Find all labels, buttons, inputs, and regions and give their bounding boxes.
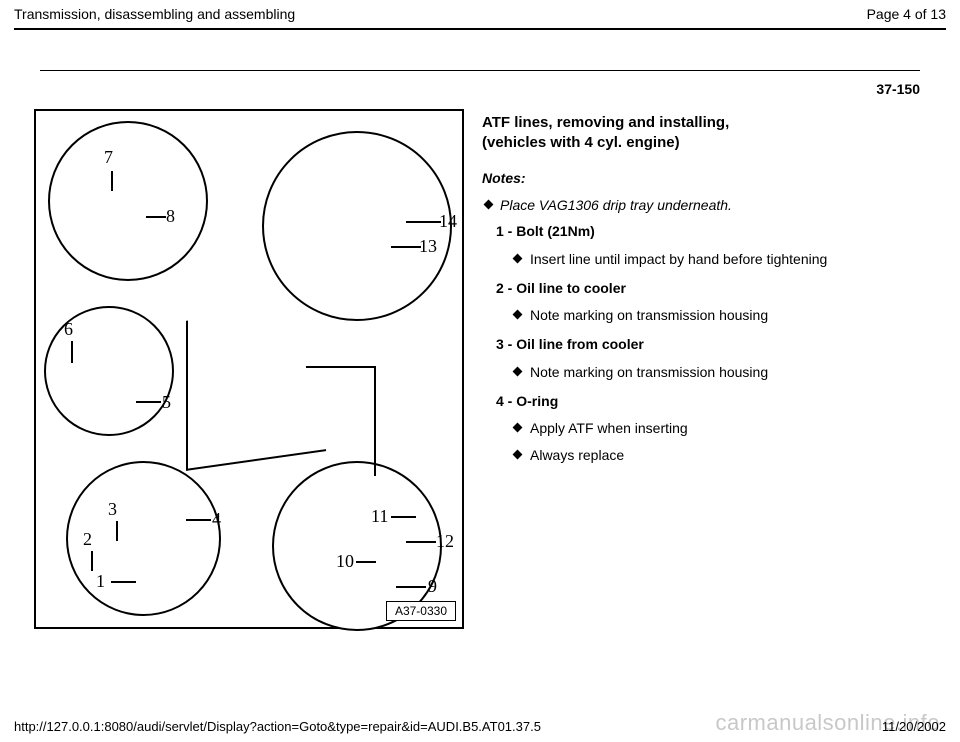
callout-11: 11 xyxy=(371,506,388,527)
item-sep: - xyxy=(504,280,516,296)
sub-item: Note marking on transmission housing xyxy=(514,363,926,382)
callout-1: 1 xyxy=(96,571,105,592)
detail-circle-top-left xyxy=(48,121,208,281)
notes-list: Place VAG1306 drip tray underneath. xyxy=(482,196,926,215)
lead-8 xyxy=(146,216,166,218)
lead-13 xyxy=(391,246,421,248)
item-num: 4 xyxy=(496,393,504,409)
callout-12: 12 xyxy=(436,531,454,552)
heading-line-1: ATF lines, removing and installing, xyxy=(482,114,729,131)
sub-item: Insert line until impact by hand before … xyxy=(514,250,926,269)
lead-12 xyxy=(406,541,436,543)
callout-2: 2 xyxy=(83,529,92,550)
item-sep: - xyxy=(504,223,516,239)
callout-8: 8 xyxy=(166,206,175,227)
item-label: Oil line from cooler xyxy=(516,336,644,352)
item-sep: - xyxy=(504,393,516,409)
item-label: Bolt (21Nm) xyxy=(516,223,595,239)
page-indicator: Page 4 of 13 xyxy=(867,6,946,22)
lead-10 xyxy=(356,561,376,563)
lead-1 xyxy=(111,581,136,583)
lead-2 xyxy=(91,551,93,571)
item-head: 2 - Oil line to cooler xyxy=(496,279,926,299)
callout-10: 10 xyxy=(336,551,354,572)
lead-7 xyxy=(111,171,113,191)
callout-3: 3 xyxy=(108,499,117,520)
callout-9: 9 xyxy=(428,576,437,597)
callout-14: 14 xyxy=(439,211,457,232)
main-content: 7 8 14 13 6 5 3 4 2 1 11 12 10 9 A37-033… xyxy=(0,97,960,629)
sub-item: Always replace xyxy=(514,446,926,465)
item-1: 1 - Bolt (21Nm) Insert line until impact… xyxy=(496,222,926,268)
callout-13: 13 xyxy=(419,236,437,257)
lead-3 xyxy=(116,521,118,541)
item-num: 3 xyxy=(496,336,504,352)
item-head: 4 - O-ring xyxy=(496,392,926,412)
notes-label: Notes: xyxy=(482,170,926,186)
item-num: 1 xyxy=(496,223,504,239)
page-footer: http://127.0.0.1:8080/audi/servlet/Displ… xyxy=(14,719,946,734)
lead-9 xyxy=(396,586,426,588)
figure-ref: A37-0330 xyxy=(386,601,456,621)
section-heading: ATF lines, removing and installing, (veh… xyxy=(482,113,926,154)
item-num: 2 xyxy=(496,280,504,296)
page-header: Transmission, disassembling and assembli… xyxy=(0,0,960,26)
technical-figure: 7 8 14 13 6 5 3 4 2 1 11 12 10 9 A37-033… xyxy=(34,109,464,629)
callout-6: 6 xyxy=(64,319,73,340)
item-label: O-ring xyxy=(516,393,558,409)
engine-outline-2 xyxy=(306,366,376,476)
sub-list: Insert line until impact by hand before … xyxy=(496,250,926,269)
header-title: Transmission, disassembling and assembli… xyxy=(14,6,295,22)
detail-circle-top-right xyxy=(262,131,452,321)
item-list: 1 - Bolt (21Nm) Insert line until impact… xyxy=(482,222,926,465)
footer-date: 11/20/2002 xyxy=(882,719,946,734)
item-2: 2 - Oil line to cooler Note marking on t… xyxy=(496,279,926,325)
header-rule xyxy=(14,28,946,30)
callout-5: 5 xyxy=(162,392,171,413)
callout-4: 4 xyxy=(212,509,221,530)
item-label: Oil line to cooler xyxy=(516,280,626,296)
lead-14 xyxy=(406,221,441,223)
item-sep: - xyxy=(504,336,516,352)
item-3: 3 - Oil line from cooler Note marking on… xyxy=(496,335,926,381)
note-item: Place VAG1306 drip tray underneath. xyxy=(482,196,926,215)
sub-item: Apply ATF when inserting xyxy=(514,419,926,438)
sub-list: Apply ATF when inserting Always replace xyxy=(496,419,926,465)
section-number: 37-150 xyxy=(0,71,960,97)
sub-list: Note marking on transmission housing xyxy=(496,363,926,382)
lead-4 xyxy=(186,519,211,521)
engine-outline xyxy=(186,301,326,471)
item-4: 4 - O-ring Apply ATF when inserting Alwa… xyxy=(496,392,926,465)
sub-list: Note marking on transmission housing xyxy=(496,306,926,325)
lead-5 xyxy=(136,401,161,403)
footer-url: http://127.0.0.1:8080/audi/servlet/Displ… xyxy=(14,719,541,734)
text-content: ATF lines, removing and installing, (veh… xyxy=(482,109,926,629)
callout-7: 7 xyxy=(104,147,113,168)
heading-line-2: (vehicles with 4 cyl. engine) xyxy=(482,134,680,151)
item-head: 3 - Oil line from cooler xyxy=(496,335,926,355)
sub-item: Note marking on transmission housing xyxy=(514,306,926,325)
lead-6 xyxy=(71,341,73,363)
item-head: 1 - Bolt (21Nm) xyxy=(496,222,926,242)
lead-11 xyxy=(391,516,416,518)
